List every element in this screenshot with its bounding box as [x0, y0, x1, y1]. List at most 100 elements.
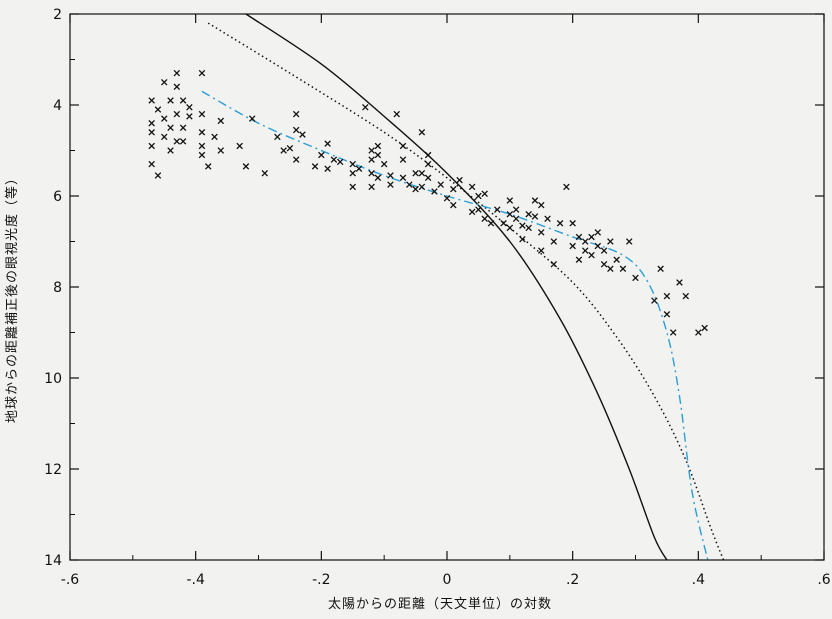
- data-point: [204, 163, 212, 170]
- point-stroke: [443, 195, 451, 202]
- point-stroke: [431, 188, 438, 195]
- data-point: [393, 110, 400, 118]
- data-point: [399, 174, 407, 182]
- point-stroke: [330, 156, 338, 163]
- data-point: [468, 183, 476, 191]
- point-stroke: [550, 260, 558, 268]
- data-point: [318, 151, 325, 159]
- point-stroke: [424, 174, 432, 182]
- point-stroke: [217, 147, 225, 154]
- point-stroke: [500, 220, 507, 227]
- data-point: [481, 190, 488, 197]
- point-stroke: [374, 142, 382, 150]
- data-point: [481, 215, 488, 223]
- point-stroke: [651, 297, 658, 304]
- data-point: [443, 195, 451, 202]
- point-stroke: [173, 110, 181, 118]
- point-stroke: [349, 183, 357, 191]
- data-point: [695, 329, 702, 336]
- data-point: [198, 69, 206, 77]
- data-point: [242, 163, 250, 170]
- data-point: [330, 156, 338, 163]
- point-stroke: [148, 97, 155, 104]
- data-point: [550, 238, 558, 245]
- data-point: [525, 210, 532, 218]
- dash-dot-fit-curve: [201, 90, 709, 561]
- data-point: [663, 311, 671, 318]
- point-stroke: [286, 144, 294, 152]
- point-stroke: [368, 156, 375, 163]
- data-point: [173, 83, 181, 91]
- point-stroke: [682, 292, 690, 300]
- point-stroke: [695, 329, 702, 336]
- data-point: [669, 329, 677, 336]
- point-stroke: [600, 260, 608, 268]
- data-point: [506, 224, 514, 232]
- data-point: [412, 169, 419, 177]
- data-point: [450, 185, 457, 193]
- data-point: [424, 151, 432, 159]
- data-point: [198, 110, 206, 118]
- point-stroke: [494, 206, 501, 213]
- data-point: [424, 160, 432, 168]
- data-point: [198, 142, 206, 150]
- point-stroke: [525, 224, 532, 232]
- point-stroke: [487, 220, 495, 227]
- y-tick-label: 4: [53, 98, 62, 114]
- point-stroke: [399, 142, 407, 150]
- y-tick-label: 12: [44, 462, 62, 478]
- point-stroke: [519, 235, 526, 243]
- point-stroke: [292, 110, 300, 118]
- point-stroke: [355, 165, 363, 172]
- data-point: [569, 220, 576, 227]
- data-point: [173, 69, 181, 77]
- data-point: [211, 133, 218, 141]
- data-point: [368, 156, 375, 163]
- data-point: [607, 265, 614, 273]
- point-stroke: [380, 160, 388, 168]
- data-point: [506, 197, 514, 204]
- x-tick-label: .4: [692, 572, 705, 588]
- point-stroke: [701, 324, 708, 332]
- point-stroke: [349, 169, 357, 177]
- data-point: [399, 142, 407, 150]
- data-point: [248, 115, 256, 122]
- data-point: [475, 206, 482, 213]
- data-point: [537, 247, 545, 254]
- data-point: [512, 206, 520, 213]
- point-stroke: [424, 151, 432, 159]
- data-point: [600, 260, 608, 268]
- x-tick-label: -.2: [312, 572, 330, 588]
- point-stroke: [198, 110, 206, 118]
- point-stroke: [588, 251, 595, 259]
- point-stroke: [437, 181, 444, 188]
- data-point: [569, 242, 576, 250]
- point-stroke: [160, 133, 168, 141]
- point-stroke: [374, 174, 382, 182]
- point-stroke: [387, 172, 394, 179]
- data-point: [387, 172, 394, 179]
- data-point: [657, 265, 664, 273]
- data-point: [468, 208, 476, 216]
- point-stroke: [594, 242, 602, 250]
- data-point: [581, 238, 589, 245]
- point-stroke: [537, 229, 545, 236]
- x-tick-label: 0: [443, 572, 452, 588]
- x-tick-label: .6: [817, 572, 830, 588]
- point-stroke: [148, 142, 155, 150]
- data-point: [556, 220, 564, 227]
- point-stroke: [236, 142, 243, 150]
- point-stroke: [456, 176, 463, 184]
- data-point: [676, 279, 683, 286]
- data-point: [173, 110, 181, 118]
- point-stroke: [399, 174, 407, 182]
- curve-layer: [201, 13, 725, 561]
- point-stroke: [632, 274, 639, 282]
- y-tick-label: 8: [53, 280, 62, 296]
- data-point: [487, 220, 495, 227]
- data-point: [581, 247, 589, 254]
- data-point: [418, 183, 426, 191]
- point-stroke: [475, 192, 482, 200]
- data-point: [374, 142, 382, 150]
- point-stroke: [450, 185, 457, 193]
